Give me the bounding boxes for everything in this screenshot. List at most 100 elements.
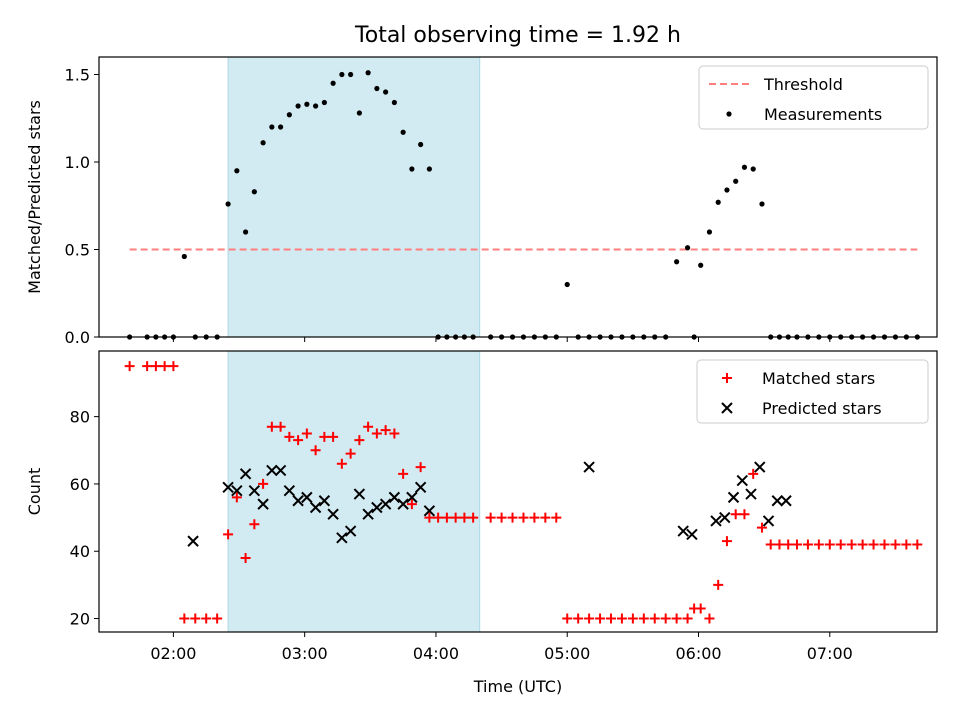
legend-label: Matched stars — [762, 369, 875, 388]
predicted-point — [727, 491, 740, 504]
predicted-point — [344, 525, 357, 537]
matched-point — [336, 458, 347, 469]
predicted-point — [283, 484, 296, 497]
legend-box — [696, 359, 929, 424]
matched-point — [354, 435, 365, 446]
matched-point — [150, 361, 161, 372]
y-tick-label: 1.0 — [65, 153, 90, 172]
y-tick-label: 0.0 — [65, 328, 90, 347]
matched-point — [573, 613, 584, 624]
matched-point — [616, 613, 627, 624]
predicted-point — [336, 532, 348, 544]
measurement-point — [374, 85, 380, 92]
measurement-point — [409, 166, 415, 172]
y-tick-label: 1.5 — [65, 66, 90, 85]
matched-point — [450, 512, 461, 523]
matched-point — [142, 361, 153, 372]
measurement-point — [383, 89, 389, 95]
matched-point — [649, 613, 660, 624]
predicted-point — [736, 474, 748, 487]
measurement-point — [356, 110, 362, 116]
matched-point — [275, 421, 286, 432]
matched-point — [363, 421, 374, 432]
matched-point — [857, 539, 868, 550]
measurement-point — [741, 164, 748, 170]
matched-point — [627, 613, 638, 624]
matched-point — [638, 613, 649, 624]
predicted-point — [719, 511, 731, 524]
measurement-point — [348, 71, 354, 78]
measurement-point — [251, 189, 257, 195]
measurement-point — [225, 201, 231, 207]
bottom-panel: 20 40 60 80 02:00 03:00 04:00 05:00 06:00 07:00 Co… — [25, 350, 938, 696]
top-panel: 0.0 0.5 1.0 1.5 Matched/Predicted stars Thres… — [25, 56, 938, 347]
predicted-point — [397, 498, 409, 510]
matched-point — [562, 613, 573, 624]
shaded-region — [228, 351, 480, 632]
matched-point — [201, 613, 212, 624]
predicted-point — [362, 508, 374, 520]
matched-point — [190, 613, 201, 624]
predicted-point — [414, 481, 427, 494]
legend-measurement-swatch — [726, 111, 732, 117]
y-axis-label: Matched/Predicted stars — [25, 100, 44, 294]
x-tick-label: 05:00 — [544, 644, 590, 663]
x-tick-label: 04:00 — [413, 644, 459, 663]
predicted-point — [327, 508, 339, 520]
measurement-point — [181, 253, 187, 260]
legend: Threshold Measurements — [698, 65, 929, 130]
measurement-point — [706, 229, 713, 235]
matched-point — [671, 613, 682, 624]
legend-predicted-swatch — [721, 402, 733, 414]
matched-point — [284, 431, 295, 442]
matched-point — [824, 539, 835, 550]
matched-point — [912, 539, 923, 550]
measurement-point — [313, 103, 319, 109]
matched-point — [179, 613, 190, 624]
measurement-point — [278, 124, 284, 130]
matched-point — [441, 512, 452, 523]
predicted-point — [274, 464, 287, 477]
x-axis-label: Time (UTC) — [473, 677, 562, 696]
predicted-point — [187, 535, 199, 547]
matched-point — [868, 539, 879, 550]
measurement-point — [684, 245, 691, 251]
x-tick-label: 03:00 — [282, 644, 328, 663]
axes-frame — [98, 350, 938, 633]
measurement-point — [234, 168, 240, 174]
predicted-point — [231, 484, 243, 497]
matched-point — [124, 361, 135, 372]
x-tick-label: 07:00 — [807, 644, 853, 663]
matched-point — [459, 512, 470, 523]
matched-point — [791, 539, 802, 550]
matched-point — [485, 512, 496, 523]
matched-point — [424, 512, 435, 523]
predicted-point — [780, 495, 792, 507]
matched-point — [695, 603, 706, 614]
matched-point — [258, 478, 269, 489]
measurement-point — [564, 281, 570, 288]
y-tick-label: 0.5 — [65, 241, 90, 260]
matched-point — [371, 428, 382, 439]
measurement-point — [242, 229, 249, 235]
matched-point — [398, 468, 409, 479]
matched-point — [802, 539, 813, 550]
matched-point — [879, 539, 890, 550]
matched-point — [240, 552, 251, 563]
matched-point — [249, 519, 260, 530]
legend-label: Measurements — [764, 105, 882, 124]
matched-point — [730, 509, 741, 520]
predicted-point — [353, 488, 366, 500]
matched-point — [704, 613, 715, 624]
matched-point — [595, 613, 606, 624]
y-tick-label: 80 — [70, 408, 90, 427]
matched-point — [846, 539, 857, 550]
predicted-point — [745, 488, 757, 500]
predicted-point — [301, 491, 313, 504]
matched-point — [765, 539, 776, 550]
legend: Matched stars Predicted stars — [696, 359, 929, 424]
measurement-point — [321, 99, 327, 106]
matched-point — [328, 431, 339, 442]
matched-point — [682, 613, 693, 624]
